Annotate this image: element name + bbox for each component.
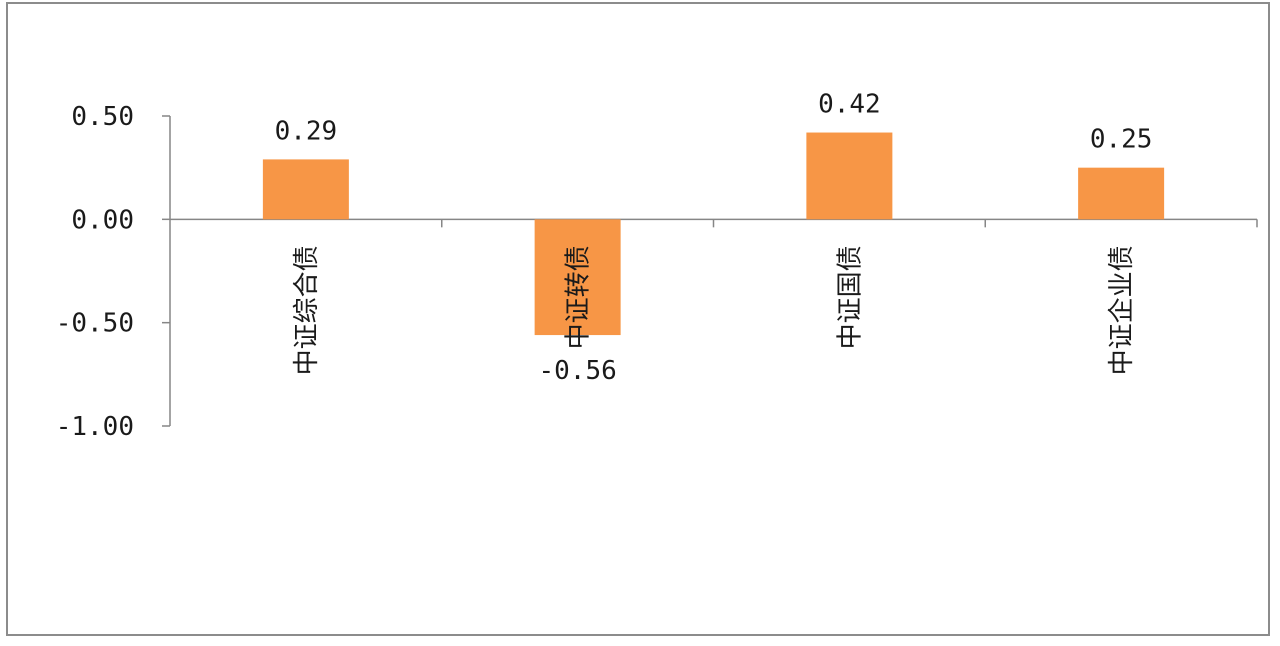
bar xyxy=(806,132,893,220)
y-tick-label: -1.00 xyxy=(56,412,134,442)
category-labels: 中证综合债 中证转债 中证国债 中证企业债 xyxy=(292,245,1137,375)
category-label: 中证企业债 xyxy=(1107,245,1137,375)
bar xyxy=(262,159,349,220)
y-axis: 0.50 0.00 -0.50 -1.00 xyxy=(56,102,171,442)
bar xyxy=(1078,167,1165,220)
bar xyxy=(534,219,621,336)
x-axis xyxy=(170,218,1258,228)
data-label: -0.56 xyxy=(538,356,616,386)
data-label: 0.29 xyxy=(275,116,338,146)
category-label: 中证综合债 xyxy=(292,245,322,375)
bars xyxy=(262,132,1165,336)
y-tick-label: -0.50 xyxy=(56,309,134,339)
y-tick-label: 0.00 xyxy=(71,205,134,235)
category-label: 中证转债 xyxy=(564,245,594,349)
y-tick-label: 0.50 xyxy=(71,102,134,132)
chart-frame xyxy=(6,2,1270,636)
data-label: 0.25 xyxy=(1090,125,1153,155)
data-label: 0.42 xyxy=(818,90,881,120)
category-label: 中证国债 xyxy=(835,245,865,349)
data-labels: 0.29 -0.56 0.42 0.25 xyxy=(275,90,1153,387)
